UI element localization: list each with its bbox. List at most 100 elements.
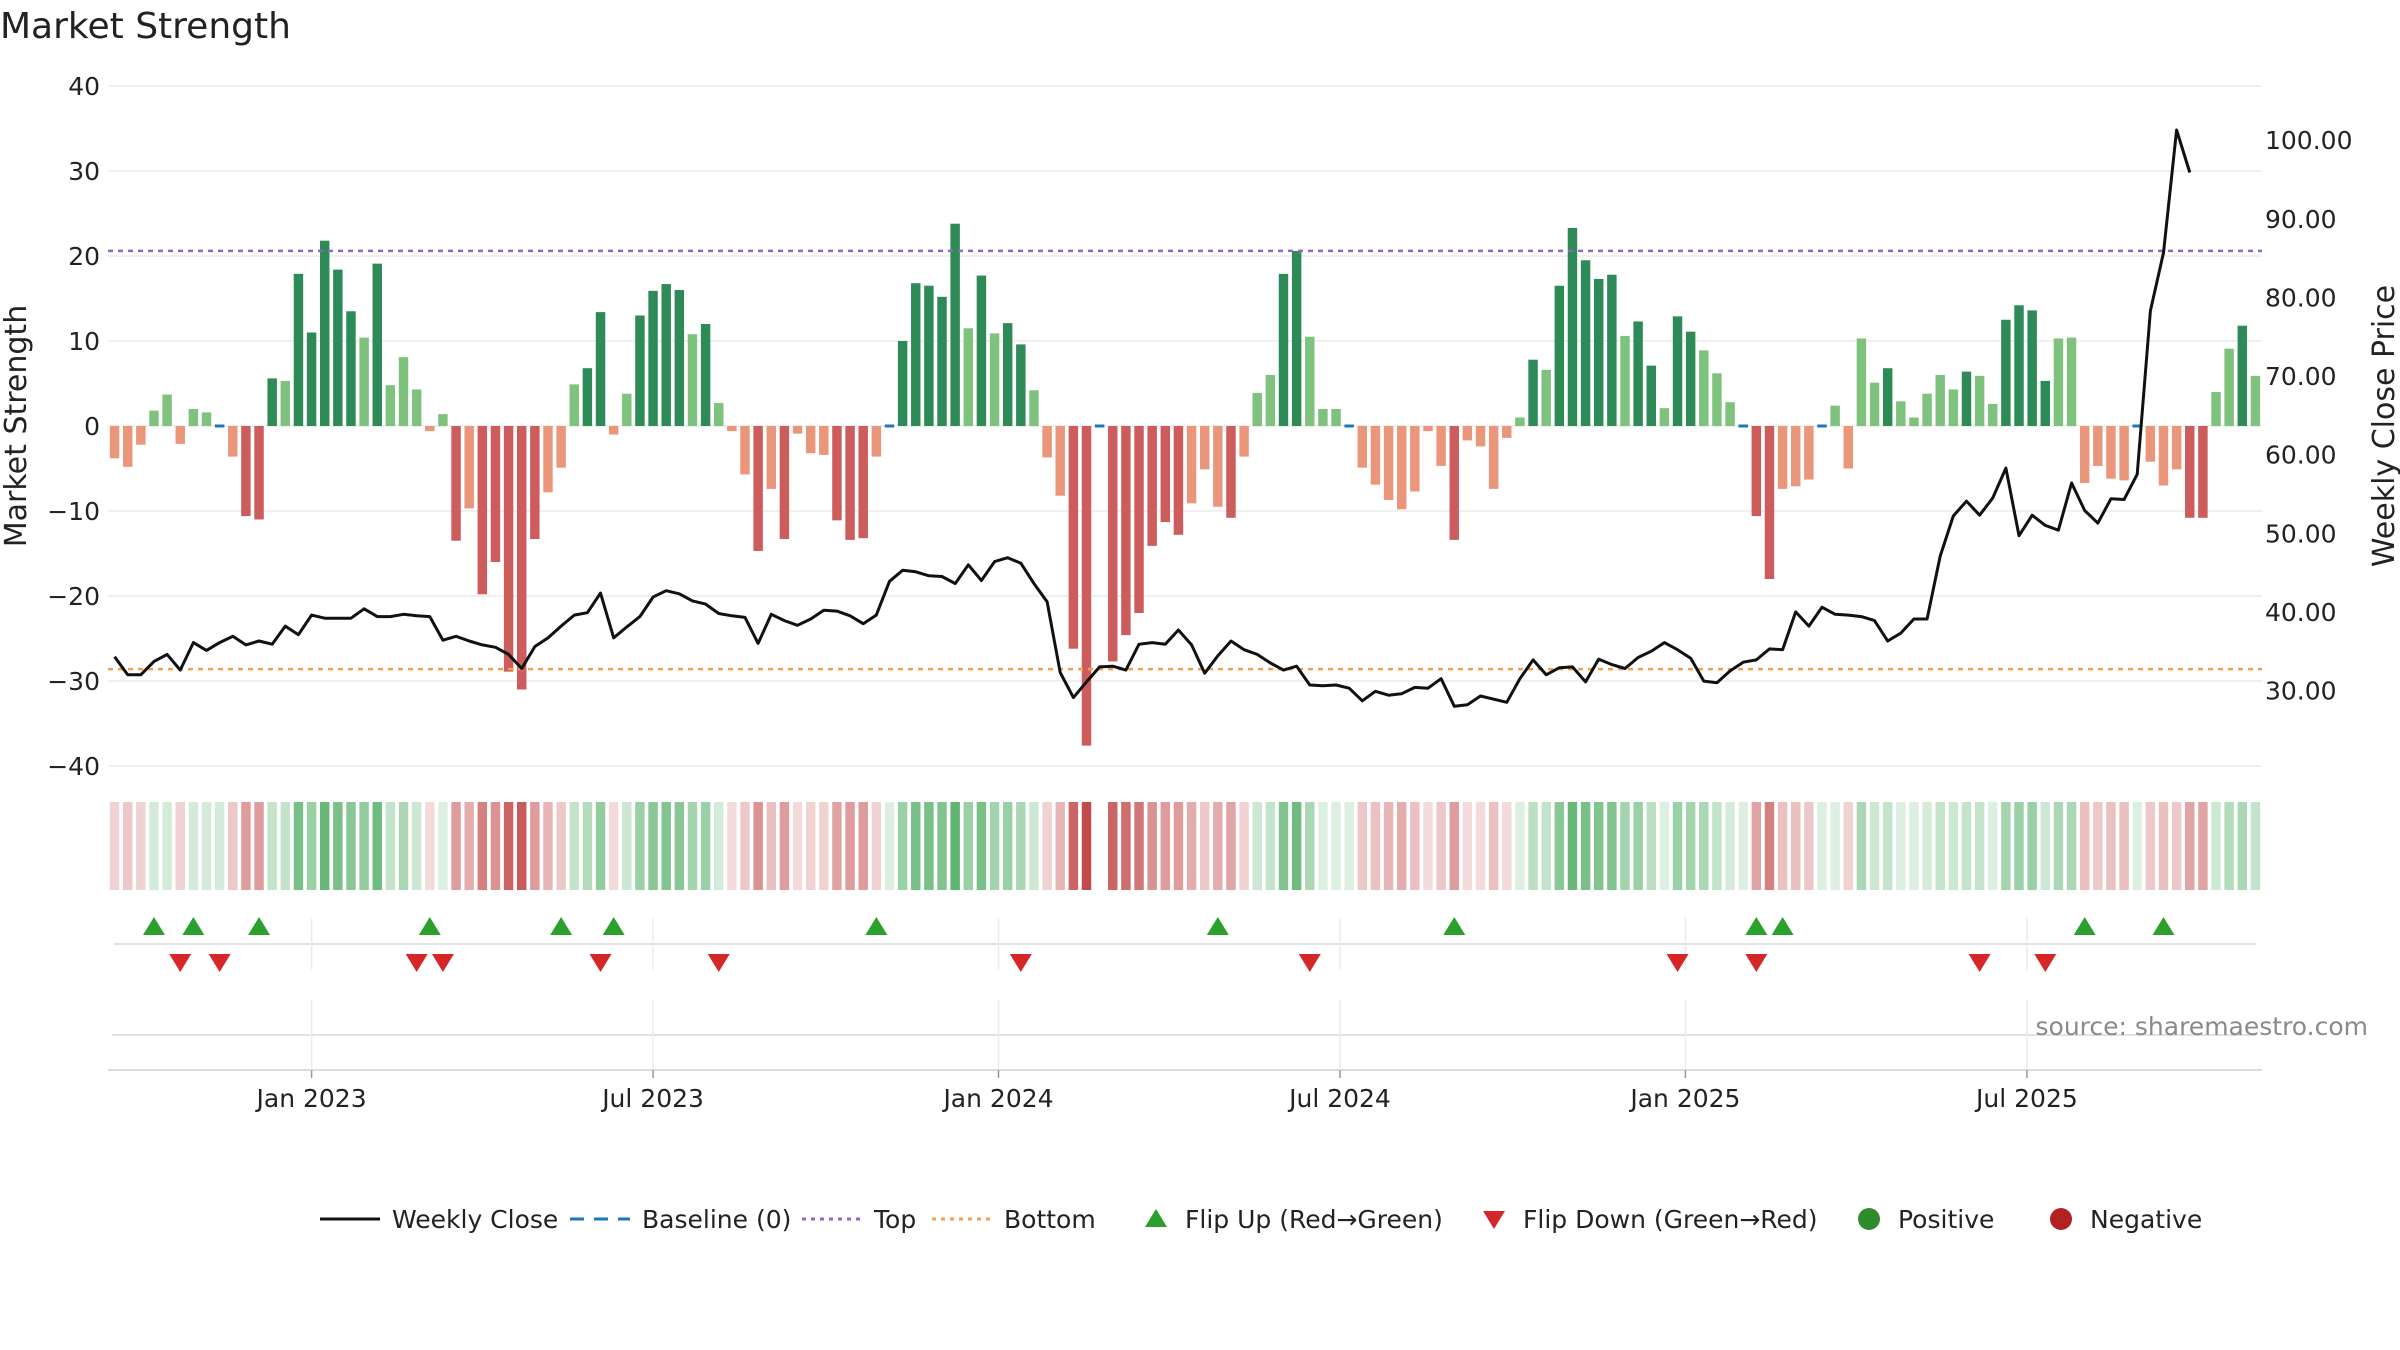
strength-bar-98 (1396, 426, 1407, 510)
band-cell-43 (674, 802, 685, 890)
left-axis-label: Market Strength (0, 305, 34, 547)
band-cell-110 (1554, 802, 1565, 890)
strength-bar-64 (950, 223, 960, 426)
flip-up-marker-9 (1745, 917, 1768, 935)
strength-bar-60 (897, 341, 908, 426)
band-cell-24 (425, 802, 435, 890)
strength-bar-71 (1042, 426, 1052, 458)
strength-bar-68 (1002, 323, 1013, 426)
band-cell-22 (398, 802, 409, 890)
flip-up-marker-7 (1206, 917, 1229, 935)
strength-bar-152 (2106, 426, 2116, 479)
band-cell-53 (805, 802, 816, 890)
strength-bar-99 (1410, 426, 1420, 492)
strength-bar-155 (2145, 426, 2156, 462)
strength-bar-10 (241, 426, 251, 517)
band-cell-135 (1882, 802, 1893, 890)
strength-bars (109, 223, 2261, 746)
strength-bar-90 (1291, 250, 1302, 426)
flip-up-marker-6 (865, 917, 888, 935)
strength-bar-81 (1173, 426, 1184, 535)
band-cell-158 (2185, 802, 2195, 890)
flip-up-marker-0 (142, 917, 165, 935)
band-cell-150 (2079, 802, 2090, 890)
band-cell-132 (1843, 802, 1854, 890)
strength-bar-78 (1134, 426, 1144, 613)
band-cell-113 (1593, 802, 1604, 890)
strength-bar-72 (1055, 426, 1065, 496)
flip-up-marker-10 (1771, 917, 1794, 935)
flip-down-marker-8 (1666, 954, 1689, 972)
band-cell-33 (543, 802, 553, 890)
strength-bar-112 (1580, 260, 1591, 426)
strength-bar-114 (1607, 274, 1617, 426)
band-cell-133 (1856, 802, 1867, 890)
band-cell-102 (1449, 802, 1459, 890)
flip-down-marker-11 (2034, 954, 2057, 972)
strength-bar-21 (385, 385, 396, 426)
band-cell-38 (608, 802, 619, 890)
weekly-close-series (113, 128, 2192, 708)
band-cell-56 (845, 802, 855, 890)
strength-bar-70 (1029, 390, 1039, 426)
band-cell-136 (1896, 802, 1906, 890)
x-tick-label-5: Jul 2025 (1974, 1084, 2078, 1113)
chart-title: Market Strength (0, 6, 291, 47)
flip-down-marker-10 (1968, 954, 1991, 972)
band-cell-151 (2093, 802, 2103, 890)
strength-bar-133 (1856, 338, 1867, 426)
strength-bar-150 (2079, 426, 2090, 483)
flip-up-marker-8 (1443, 917, 1466, 935)
band-cell-81 (1173, 802, 1184, 890)
band-cell-128 (1791, 802, 1801, 890)
strength-bar-144 (2001, 319, 2011, 426)
band-cell-116 (1633, 802, 1643, 890)
source-credit: source: sharemaestro.com (2036, 1012, 2369, 1041)
band-cell-71 (1042, 802, 1052, 890)
band-cell-44 (687, 802, 698, 890)
band-cell-35 (569, 802, 579, 890)
strength-bar-159 (2198, 426, 2208, 518)
flip-down-marker-2 (405, 954, 428, 972)
band-cell-54 (819, 802, 829, 890)
strength-bar-135 (1882, 368, 1893, 426)
strength-bar-41 (648, 290, 658, 426)
strength-bar-118 (1659, 408, 1670, 426)
flip-down-marker-7 (1298, 954, 1321, 972)
band-cell-154 (2132, 802, 2142, 890)
threshold-lines (108, 249, 2262, 671)
band-cell-125 (1751, 802, 1762, 890)
band-cell-90 (1291, 802, 1302, 890)
band-cell-52 (792, 802, 803, 890)
band-cell-11 (254, 802, 264, 890)
band-cell-95 (1357, 802, 1368, 890)
band-cell-13 (280, 802, 291, 890)
strength-bar-88 (1265, 375, 1276, 426)
legend-label-5: Flip Down (Green→Red) (1523, 1205, 1818, 1234)
band-cell-101 (1436, 802, 1446, 890)
strength-bar-108 (1528, 359, 1538, 426)
strength-bar-36 (582, 368, 593, 426)
strength-bar-129 (1804, 426, 1814, 480)
weekly-close-line (113, 128, 2192, 708)
band-cell-86 (1239, 802, 1249, 890)
strength-bar-141 (1961, 371, 1972, 426)
strength-bar-161 (2224, 348, 2234, 426)
band-cell-62 (924, 802, 934, 890)
band-cell-68 (1002, 802, 1013, 890)
band-cell-1 (122, 802, 133, 890)
band-cell-97 (1383, 802, 1394, 890)
strength-bar-102 (1449, 426, 1459, 540)
band-cell-7 (201, 802, 212, 890)
band-cell-30 (503, 802, 514, 890)
left-tick-label-5: −10 (47, 497, 100, 526)
band-cell-0 (109, 802, 120, 890)
left-tick-label-6: −20 (47, 582, 100, 611)
left-tick-label-7: −30 (47, 667, 100, 696)
band-cell-80 (1160, 802, 1171, 890)
strength-bar-77 (1121, 426, 1131, 636)
strength-bar-20 (372, 263, 382, 426)
strength-bar-5 (175, 426, 185, 444)
band-cell-18 (346, 802, 356, 890)
flip-up-marker-2 (248, 917, 271, 935)
